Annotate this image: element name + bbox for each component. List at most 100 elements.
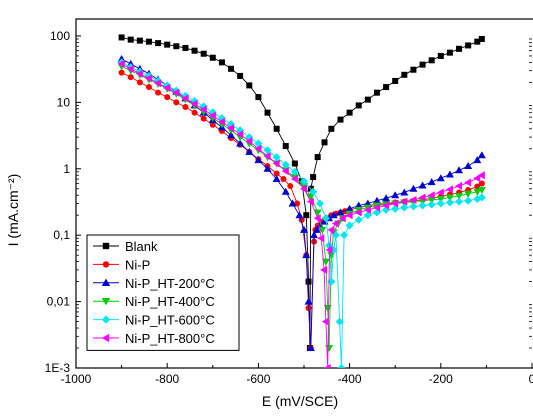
data-point [354, 208, 362, 217]
data-point [473, 156, 482, 164]
data-point [236, 130, 244, 139]
data-point [321, 139, 328, 146]
data-point [145, 84, 152, 91]
legend-marker [101, 298, 111, 306]
data-point [191, 109, 198, 116]
data-point [418, 193, 426, 202]
data-point [340, 231, 349, 240]
data-point [314, 154, 321, 161]
data-point [427, 191, 435, 200]
data-point [427, 196, 436, 204]
data-point [309, 187, 318, 196]
data-point [126, 64, 134, 73]
data-point [144, 74, 152, 83]
data-point [363, 205, 371, 214]
data-point [291, 160, 298, 167]
data-point [328, 125, 335, 132]
data-point [209, 121, 216, 128]
x-axis-label: E (mV/SCE) [262, 393, 338, 409]
data-point [217, 117, 225, 126]
data-point [409, 202, 418, 211]
data-point [400, 197, 408, 206]
data-point [335, 317, 344, 326]
legend-label: Ni-P_HT-800°C [125, 331, 215, 346]
data-point [127, 36, 134, 43]
y-tick-label: 0,1 [53, 228, 70, 242]
data-point [200, 50, 207, 57]
data-point [409, 195, 417, 204]
data-point [302, 251, 311, 259]
data-point [477, 186, 486, 194]
data-point [372, 196, 381, 204]
data-point [474, 38, 481, 45]
y-tick-label: 10 [57, 95, 71, 109]
y-tick-label: 1 [63, 162, 70, 176]
data-point [383, 84, 390, 91]
data-point [464, 190, 473, 198]
legend-label: Ni-P_HT-600°C [125, 313, 215, 328]
data-point [209, 54, 216, 61]
data-point [173, 43, 180, 50]
data-point [255, 94, 262, 101]
data-point [227, 124, 235, 133]
data-point [321, 214, 330, 223]
x-tick-label: 0 [529, 372, 533, 386]
data-point [272, 153, 281, 162]
x-tick-label: -1000 [61, 372, 92, 386]
data-point [136, 79, 143, 86]
data-point [208, 111, 216, 120]
data-point [355, 102, 362, 109]
data-point [317, 234, 325, 243]
data-point [445, 194, 454, 202]
data-point [392, 77, 399, 84]
data-point [373, 89, 380, 96]
data-point [236, 139, 245, 147]
data-point [287, 183, 294, 190]
data-point [290, 167, 299, 176]
data-point [304, 297, 313, 305]
data-point [364, 96, 371, 103]
data-point [312, 225, 321, 233]
data-point [410, 66, 417, 73]
x-tick-label: -400 [338, 372, 362, 386]
data-point [337, 364, 346, 368]
data-point [273, 170, 280, 177]
data-point [290, 175, 298, 184]
data-point [228, 65, 235, 72]
y-axis-label: I (mA.cm⁻²) [5, 174, 21, 247]
data-point [455, 166, 464, 174]
data-point [281, 167, 289, 176]
data-point [477, 151, 486, 159]
data-point [400, 188, 409, 196]
data-point [473, 174, 481, 183]
legend-box [86, 234, 240, 351]
data-point [310, 174, 317, 181]
data-point [372, 203, 380, 212]
data-point [336, 208, 345, 216]
data-point [436, 199, 445, 208]
legend-marker [101, 333, 110, 343]
data-point [321, 317, 329, 326]
data-point [145, 38, 152, 45]
data-point [436, 188, 444, 197]
data-point [154, 79, 162, 88]
data-point [323, 364, 331, 368]
data-point [300, 184, 307, 193]
data-point [272, 159, 280, 168]
data-point [473, 188, 482, 196]
data-point [477, 171, 485, 180]
data-point [478, 35, 485, 42]
series-5 [117, 59, 485, 368]
data-point [136, 37, 143, 44]
data-point [300, 225, 308, 233]
data-point [464, 178, 472, 187]
data-point [272, 175, 281, 183]
data-point [254, 144, 262, 153]
legend-marker [102, 242, 110, 250]
x-tick-label: -800 [155, 372, 179, 386]
data-point [345, 221, 354, 230]
data-point [436, 174, 445, 182]
data-point [313, 214, 321, 223]
data-point [181, 94, 189, 103]
